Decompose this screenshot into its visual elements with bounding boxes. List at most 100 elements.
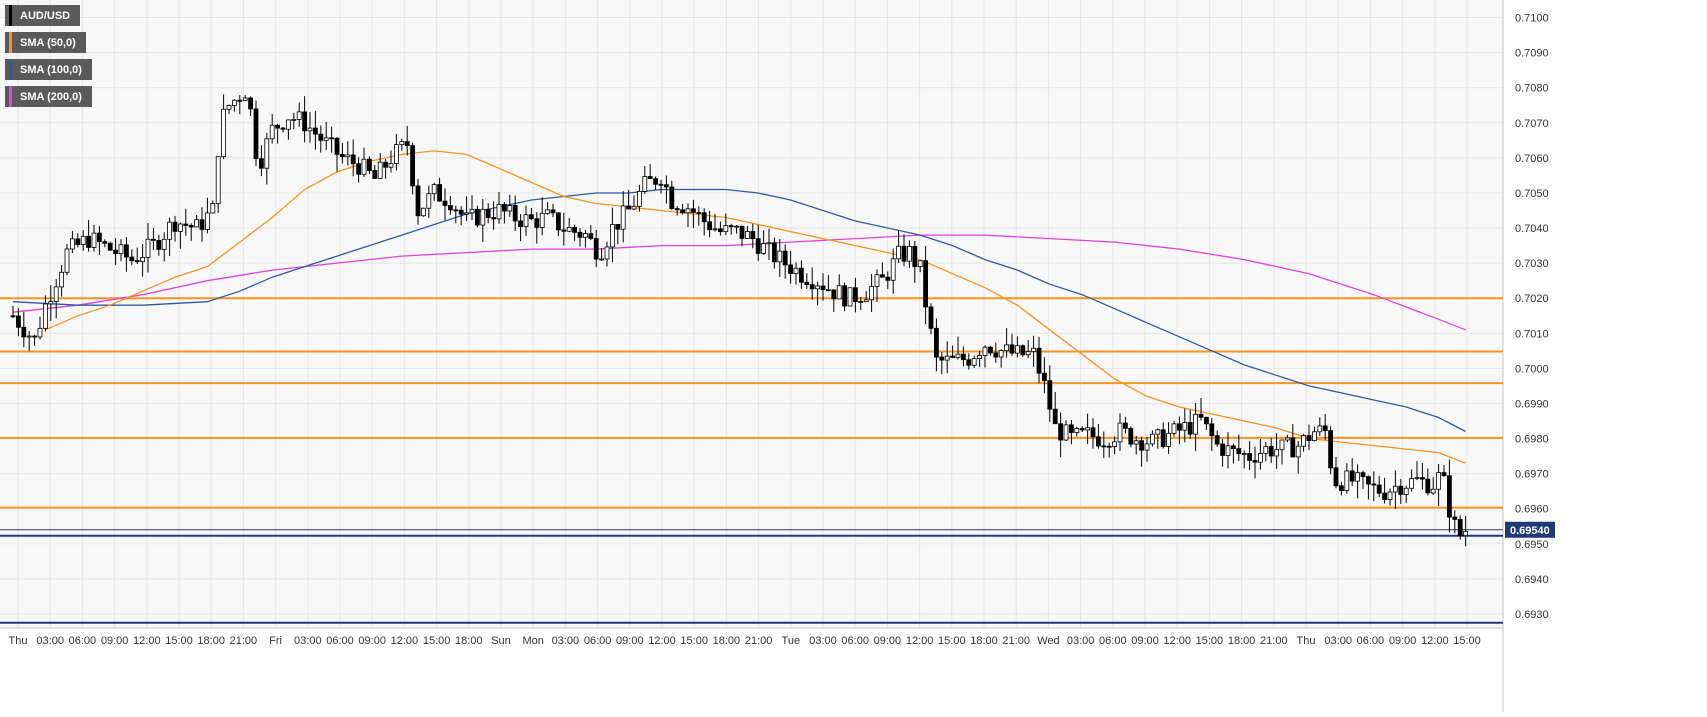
candle-body [583, 233, 588, 238]
candle-body [723, 225, 729, 233]
candle-body [529, 214, 534, 220]
candle-body [939, 356, 945, 361]
candle-body [1382, 492, 1387, 500]
candle-body [107, 242, 113, 251]
x-tick-label: 18:00 [197, 635, 225, 647]
candle-body [399, 141, 405, 146]
candle-body [199, 219, 205, 230]
candle-body [242, 97, 248, 101]
x-tick-label: 03:00 [36, 635, 64, 647]
candle-body [572, 226, 577, 233]
candle-body [269, 124, 275, 140]
candle-body [1366, 476, 1371, 485]
candle-body [1279, 439, 1285, 451]
candle-body [761, 243, 766, 254]
candle-body [1295, 445, 1301, 458]
candle-body [1403, 487, 1409, 495]
candle-body [588, 233, 594, 239]
candle-body [345, 154, 351, 158]
candle-body [253, 108, 259, 159]
candle-body [1247, 453, 1252, 461]
legend-item-sma100[interactable]: SMA (100,0) [5, 59, 92, 80]
last-price-label: 0.69540 [1510, 525, 1550, 537]
candle-body [1452, 516, 1458, 520]
legend-item-sma50[interactable]: SMA (50,0) [5, 32, 86, 53]
candle-body [1128, 427, 1134, 445]
candle-body [285, 119, 291, 130]
candle-body [988, 346, 993, 354]
candle-body [604, 246, 610, 260]
candle-body [820, 285, 826, 291]
legend-item-audusd[interactable]: AUD/USD [5, 5, 81, 26]
candle-body [1252, 460, 1258, 463]
candle-body [993, 352, 999, 358]
candle-body [750, 231, 756, 240]
candle-body [1258, 453, 1263, 463]
legend-swatch [9, 5, 12, 26]
candle-body [1009, 344, 1015, 354]
candle-body [1096, 436, 1101, 447]
candle-body [323, 137, 329, 141]
candle-body [836, 285, 842, 300]
candle-body [59, 271, 64, 288]
x-tick-label: 09:00 [1131, 635, 1159, 647]
x-tick-label: Mon [522, 635, 543, 647]
x-tick-label: 21:00 [1260, 635, 1288, 647]
candle-body [215, 156, 221, 204]
candle-body [1430, 488, 1436, 494]
candle-body [129, 256, 135, 262]
candle-body [961, 353, 966, 361]
candle-body [221, 108, 227, 158]
candle-body [210, 203, 216, 214]
candle-body [734, 225, 739, 228]
x-tick-label: 06:00 [1099, 635, 1127, 647]
candle-body [782, 250, 788, 266]
candle-body [772, 242, 777, 263]
y-tick-label: 0.7000 [1515, 363, 1549, 375]
legend-swatch [9, 86, 12, 107]
candle-body [167, 221, 173, 240]
candle-body [150, 238, 156, 241]
candle-body [393, 144, 399, 164]
candle-body [1020, 345, 1026, 356]
x-tick-label: 12:00 [906, 635, 934, 647]
candle-body [26, 335, 32, 338]
candle-body [10, 315, 16, 318]
candle-body [431, 184, 437, 195]
candle-body [80, 235, 86, 245]
x-tick-label: 09:00 [616, 635, 644, 647]
candle-body [1090, 427, 1096, 438]
candle-body [1106, 445, 1112, 448]
candle-body [1301, 435, 1306, 447]
candle-body [971, 358, 977, 366]
candle-body [1123, 422, 1128, 429]
candle-body [388, 163, 394, 168]
candle-body [194, 219, 200, 228]
candle-body [1036, 347, 1042, 374]
candle-body [1339, 485, 1344, 492]
candle-body [1063, 424, 1069, 441]
candle-body [831, 289, 837, 300]
candle-body [21, 326, 27, 338]
legend-item-sma200[interactable]: SMA (200,0) [5, 86, 92, 107]
candle-body [1160, 429, 1166, 447]
candle-body [183, 223, 189, 226]
candle-body [366, 158, 372, 171]
candle-body [377, 161, 383, 179]
candle-body [1322, 425, 1328, 432]
candle-body [653, 178, 658, 185]
candle-body [1420, 477, 1425, 480]
candle-body [469, 208, 475, 214]
candle-body [134, 260, 140, 263]
candle-body [437, 184, 443, 202]
candle-body [86, 235, 91, 248]
candle-body [420, 207, 426, 217]
x-tick-label: 21:00 [1002, 635, 1030, 647]
y-tick-label: 0.7100 [1515, 13, 1549, 25]
candle-body [1425, 478, 1431, 494]
candle-body [1220, 443, 1225, 456]
candle-body [880, 274, 885, 278]
candle-body [458, 209, 464, 215]
x-tick-label: 06:00 [69, 635, 97, 647]
